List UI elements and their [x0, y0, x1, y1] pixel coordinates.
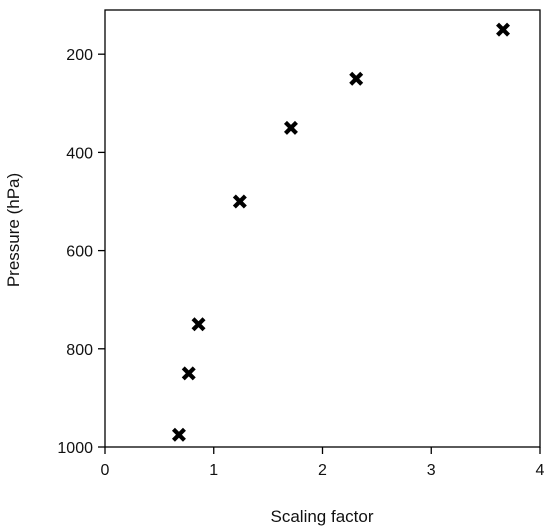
plot-frame: [104, 9, 541, 448]
x-tick-label: 0: [101, 462, 110, 479]
y-tick-label: 600: [66, 244, 93, 261]
x-tick-label: 2: [318, 462, 327, 479]
data-point: [171, 427, 186, 442]
y-axis-ticks: 200 400 600 800 1000: [57, 47, 105, 457]
data-points: [171, 22, 511, 442]
x-tick-label: 4: [536, 462, 545, 479]
x-tick-label: 3: [427, 462, 436, 479]
data-point: [496, 22, 511, 37]
data-point: [283, 120, 298, 135]
plot-area-border: [104, 9, 541, 448]
data-point: [191, 317, 206, 332]
x-tick-label: 1: [209, 462, 218, 479]
y-tick-label: 800: [66, 342, 93, 359]
data-point: [349, 71, 364, 86]
y-tick-label: 200: [66, 47, 93, 64]
data-point: [181, 366, 196, 381]
y-axis-title: Pressure (hPa): [4, 173, 23, 287]
x-axis-ticks: 0 1 2 3 4: [101, 447, 545, 479]
data-point: [232, 194, 247, 209]
y-tick-label: 400: [66, 145, 93, 162]
y-tick-label: 1000: [57, 440, 93, 457]
x-axis-title: Scaling factor: [271, 507, 374, 526]
